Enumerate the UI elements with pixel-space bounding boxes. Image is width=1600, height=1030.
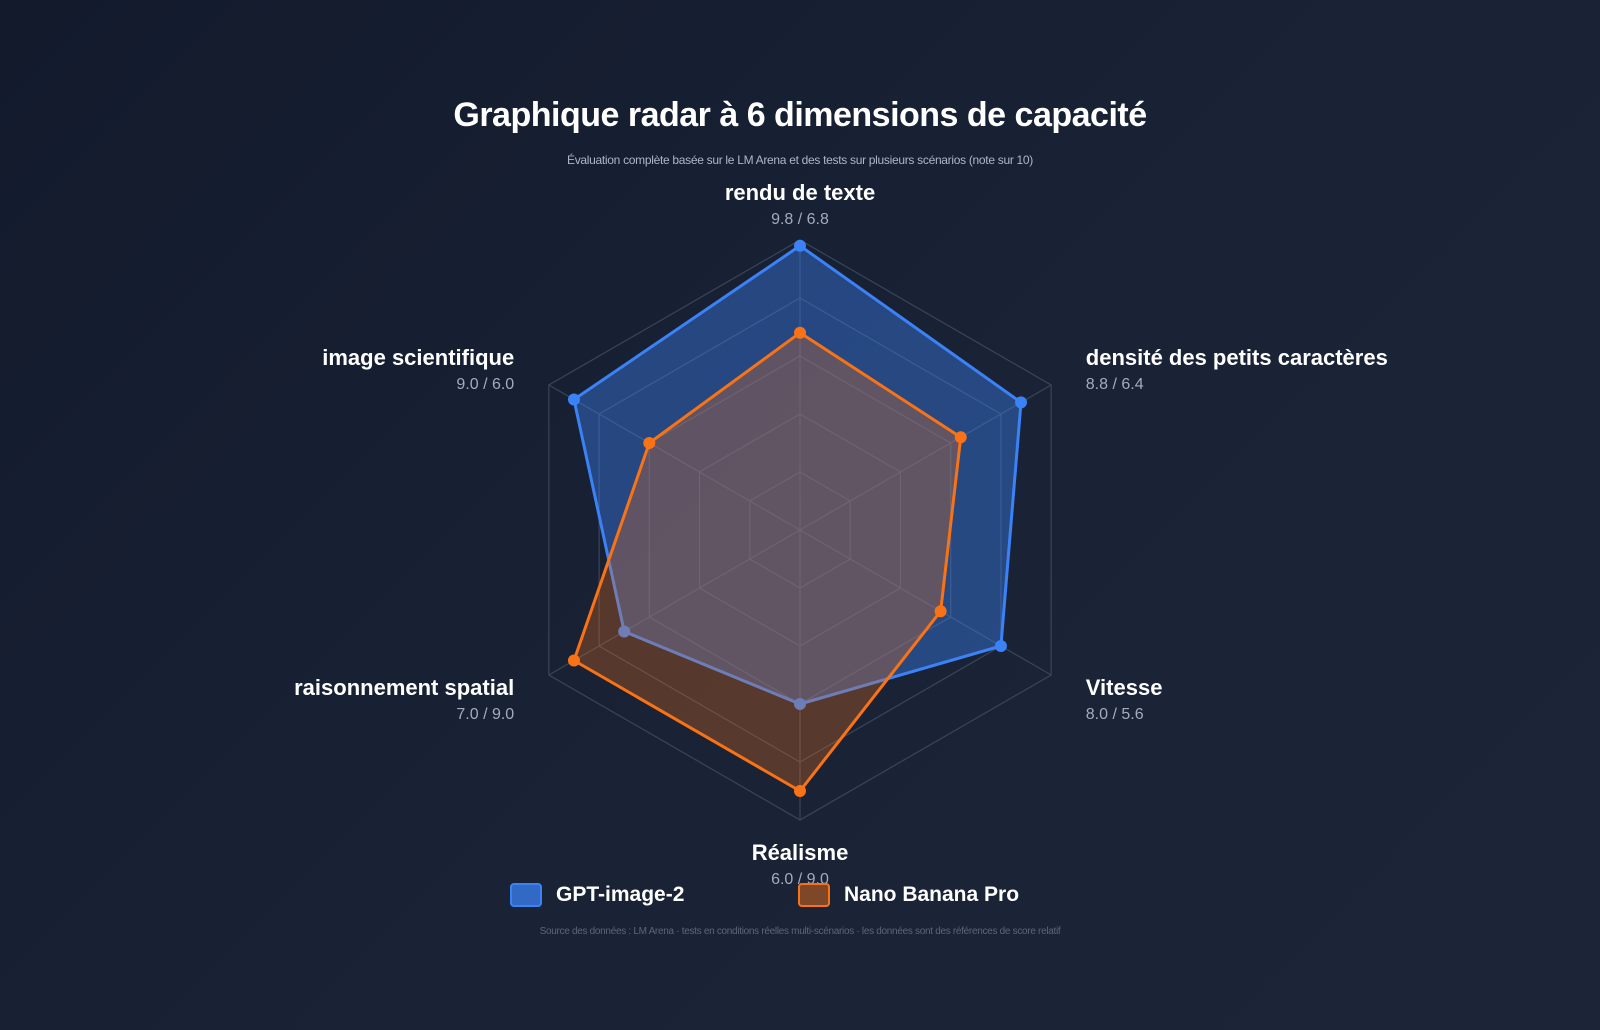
axis-label: densité des petits caractères bbox=[1086, 345, 1388, 370]
axis-value: 7.0 / 9.0 bbox=[456, 706, 514, 723]
data-point bbox=[954, 431, 967, 444]
legend-item-gpt-image-2[interactable]: GPT-image-2 bbox=[510, 880, 684, 910]
data-point bbox=[994, 640, 1007, 652]
data-point bbox=[794, 326, 806, 339]
axis-value: 9.8 / 6.8 bbox=[771, 211, 829, 228]
radar-series bbox=[567, 239, 1028, 797]
data-point bbox=[643, 437, 656, 449]
data-point bbox=[934, 605, 947, 618]
axis-label: Vitesse bbox=[1086, 675, 1163, 700]
axis-spoke bbox=[799, 529, 1052, 676]
data-point bbox=[567, 654, 580, 667]
data-point bbox=[794, 785, 806, 797]
data-point bbox=[794, 239, 806, 252]
radar-axis-labels: rendu de texte 9.8 / 6.8 densité des petit… bbox=[294, 180, 1388, 888]
legend-swatch bbox=[798, 883, 830, 907]
radar-grid bbox=[548, 239, 1052, 821]
data-point bbox=[1015, 396, 1028, 409]
axis-value: 8.0 / 5.6 bbox=[1086, 706, 1144, 723]
legend-label: Nano Banana Pro bbox=[844, 883, 1020, 906]
legend-item-nano-banana-pro[interactable]: Nano Banana Pro bbox=[798, 880, 1019, 910]
legend-label: GPT-image-2 bbox=[556, 883, 685, 906]
axis-value: 9.0 / 6.0 bbox=[456, 376, 514, 393]
axis-label: rendu de texte bbox=[725, 180, 875, 205]
axis-label: image scientifique bbox=[322, 345, 514, 370]
chart-title: Graphique radar à 6 dimensions de capaci… bbox=[453, 96, 1147, 134]
axis-value: 8.8 / 6.4 bbox=[1086, 376, 1144, 393]
data-point bbox=[794, 698, 806, 710]
legend-swatch bbox=[510, 883, 542, 907]
axis-label: raisonnement spatial bbox=[294, 675, 514, 700]
chart-footer: Source des données : LM Arena · tests en… bbox=[539, 926, 1061, 937]
data-point bbox=[567, 393, 580, 406]
axis-spoke bbox=[548, 384, 801, 531]
axis-label: Réalisme bbox=[752, 840, 849, 865]
data-point bbox=[618, 625, 631, 638]
axis-spoke bbox=[799, 384, 1052, 531]
chart-subtitle: Évaluation complète basée sur le LM Aren… bbox=[567, 153, 1033, 167]
axis-spoke bbox=[548, 529, 801, 676]
